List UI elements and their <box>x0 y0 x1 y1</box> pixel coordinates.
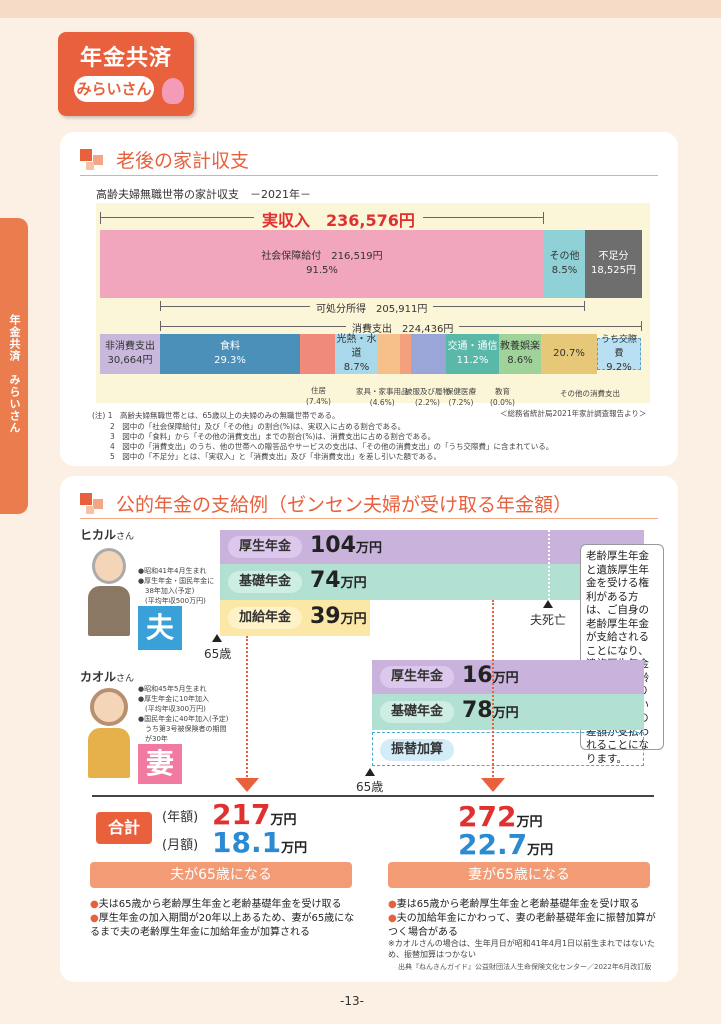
page-number: -13- <box>340 994 364 1008</box>
bullets2-1: ●夫の加給年金にかわって、妻の老齢基礎年金に振替加算がつく場合がある <box>388 913 656 938</box>
wife-avatar <box>84 688 134 784</box>
total1-annual: 217万円 <box>212 798 297 831</box>
death-marker <box>543 600 553 608</box>
phase-husband-65: 夫が65歳になる <box>90 862 352 888</box>
bar-utilities: 光熱・水道 8.7% <box>335 334 378 374</box>
age65-husband: 65歳 <box>204 647 232 661</box>
total1-monthly: 18.1万円 <box>212 826 308 859</box>
husband-avatar <box>84 548 134 648</box>
pension-badge: 年金共済 みらいさん <box>58 32 194 116</box>
arrow1-line <box>246 636 248 780</box>
bar-health <box>411 334 446 374</box>
husband-name: ヒカルさん <box>80 528 135 542</box>
husband-death: 夫死亡 <box>530 613 567 627</box>
bar-transport: 交通・通信 11.2% <box>446 334 499 374</box>
wife-role: 妻 <box>138 744 182 784</box>
bullets1-1: ●厚生年金の加入期間が20年以上あるため、妻が65歳になるまで夫の老齢厚生年金に… <box>90 913 355 938</box>
badge-subtitle: みらいさん <box>74 76 154 102</box>
bar-clothing <box>400 334 411 374</box>
timeline-axis <box>92 795 654 797</box>
bar-recreation: 教養娯楽 8.6% <box>499 334 541 374</box>
chart-source: ＜総務省統計局2021年家計調査報告より＞ <box>500 409 647 418</box>
total-label: 合計 <box>96 812 152 844</box>
bar-food: 食料 29.3% <box>160 334 300 374</box>
w-kousei-label: 厚生年金 <box>380 666 454 688</box>
income-total: 実収入 236,576円 <box>254 207 423 231</box>
callout-other-consumption: その他の消費支出 <box>560 389 620 398</box>
total2-annual: 272万円 <box>458 800 543 833</box>
callout-housing: 住居 (7.4%) <box>306 386 331 406</box>
mascot-icon <box>162 78 184 104</box>
bar-non-consumption: 非消費支出 30,664円 <box>100 334 160 374</box>
source-2: 出典『ねんきんガイド』公益財団法人生命保険文化センター／2022年6月改訂版 <box>398 963 652 971</box>
phase-wife-65: 妻が65歳になる <box>388 862 650 888</box>
wife-info: ●昭和45年5月生まれ ●厚生年金に10年加入 (平均年収300万円) ●国民年金に… <box>138 685 229 743</box>
bullets2-0: ●妻は65歳から老齢厚生年金と老齢基礎年金を受け取る <box>388 899 640 910</box>
title-squares-icon <box>80 492 106 515</box>
arrow1-head <box>235 778 259 792</box>
bar-shortfall: 不足分 18,525円 <box>585 230 642 298</box>
w-kiso-amount: 78万円 <box>462 698 519 723</box>
callout-clothing: 被服及び履物 (2.2%) <box>405 387 450 407</box>
footnote: ※カオルさんの場合は、生年月日が昭和41年4月1日以前生まれではないため、振替加… <box>388 939 655 959</box>
husband-info: ●昭和41年4月生まれ ●厚生年金・国民年金に 38年加入(予定) (平均年収50… <box>138 567 215 605</box>
bar-furniture <box>378 334 400 374</box>
h-kiso-amount: 74万円 <box>310 568 367 593</box>
section2-rule <box>80 518 658 519</box>
arrow2-line <box>492 600 494 780</box>
side-tab: 年金共済 みらいさん <box>0 218 28 514</box>
bar-housing <box>300 334 335 374</box>
husband-role: 夫 <box>138 606 182 650</box>
wife-name: カオルさん <box>80 670 135 684</box>
disposable-income: 可処分所得 205,911円 <box>310 300 434 315</box>
h-kakyu-amount: 39万円 <box>310 604 367 629</box>
w-kiso-label: 基礎年金 <box>380 701 454 723</box>
w-furikae-label: 振替加算 <box>380 739 454 761</box>
annual-label: (年額) <box>162 810 199 825</box>
age65-marker-w <box>365 768 375 776</box>
w-kousei-amount: 16万円 <box>462 663 519 688</box>
bar-other-income: その他 8.5% <box>544 230 585 298</box>
section1-title: 老後の家計収支 <box>80 146 249 173</box>
total2-monthly: 22.7万円 <box>458 828 554 861</box>
age65-marker-h <box>212 634 222 642</box>
notes-2: 3 図中の「食料」から「その他の消費支出」までの割合(%)は、消費支出に占める割… <box>110 432 436 441</box>
bar-other-consumption: 20.7% <box>541 334 597 374</box>
callout-furniture: 家具・家事用品 (4.6%) <box>356 387 409 407</box>
callout-education: 教育 (0.0%) <box>490 387 515 407</box>
badge-title: 年金共済 <box>79 46 172 71</box>
h-kousei-amount: 104万円 <box>310 533 382 558</box>
arrow2-head <box>481 778 505 792</box>
monthly-label: (月額) <box>162 838 199 853</box>
notes-4: 5 図中の「不足分」とは、「実収入」と「消費支出」及び「非消費支出」を差し引いた… <box>110 452 441 461</box>
section2-title: 公的年金の支給例（ゼンセン夫婦が受け取る年金額） <box>80 490 572 517</box>
title-squares-icon <box>80 148 106 171</box>
h-kousei-label: 厚生年金 <box>228 536 302 558</box>
bullets1-0: ●夫は65歳から老齢厚生年金と老齢基礎年金を受け取る <box>90 899 342 910</box>
notes-3: 4 図中の「消費支出」のうち、他の世帯への贈答品やサービスの支出は、「その他の消… <box>110 442 554 451</box>
consumption-total: 消費支出 224,436円 <box>346 320 460 335</box>
bar-social-expense: うち交際費 9.2% <box>597 335 641 373</box>
chart-title: 高齢夫婦無職世帯の家計収支 －2021年－ <box>96 188 311 201</box>
callout-health: 保健医療 (7.2%) <box>446 387 476 407</box>
w-furikae-bar <box>372 732 644 766</box>
notes-0: (注) 1 高齢夫婦無職世帯とは、65歳以上の夫婦のみの無職世帯である。 <box>92 411 340 420</box>
h-kiso-label: 基礎年金 <box>228 571 302 593</box>
bar-social-security: 社会保障給付 216,519円 91.5% <box>100 230 544 298</box>
h-kakyu-label: 加給年金 <box>228 607 302 629</box>
section1-rule <box>80 175 658 176</box>
top-band <box>0 0 721 18</box>
age65-wife: 65歳 <box>356 780 384 794</box>
death-line <box>548 530 550 600</box>
notes-1: 2 図中の「社会保障給付」及び「その他」の割合(%)は、実収入に占める割合である… <box>110 422 406 431</box>
